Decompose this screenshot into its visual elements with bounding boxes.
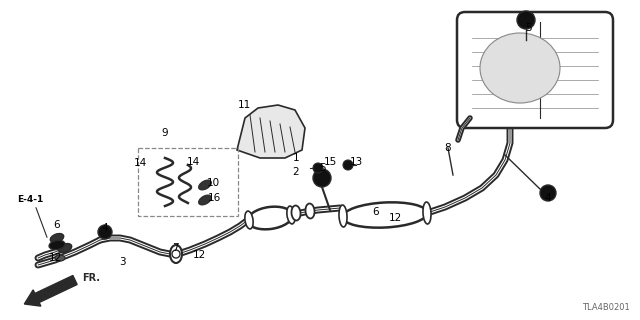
Text: 4: 4 xyxy=(102,223,108,233)
Ellipse shape xyxy=(51,234,64,243)
Circle shape xyxy=(517,11,535,29)
Ellipse shape xyxy=(305,204,314,219)
Ellipse shape xyxy=(423,202,431,224)
Ellipse shape xyxy=(198,195,211,205)
Circle shape xyxy=(313,169,331,187)
Polygon shape xyxy=(237,105,305,158)
Circle shape xyxy=(343,160,353,170)
Circle shape xyxy=(313,163,323,173)
Text: 9: 9 xyxy=(162,128,168,138)
Text: E-4-1: E-4-1 xyxy=(17,196,43,204)
FancyArrow shape xyxy=(24,276,77,306)
Text: 12: 12 xyxy=(388,213,402,223)
Text: 10: 10 xyxy=(207,178,220,188)
Ellipse shape xyxy=(480,33,560,103)
Text: 6: 6 xyxy=(372,207,380,217)
Text: FR.: FR. xyxy=(82,273,100,283)
FancyBboxPatch shape xyxy=(457,12,613,128)
Text: 6: 6 xyxy=(54,220,60,230)
Ellipse shape xyxy=(198,180,211,190)
Text: 12: 12 xyxy=(193,250,205,260)
Text: 16: 16 xyxy=(207,193,221,203)
Text: 13: 13 xyxy=(349,157,363,167)
Text: 14: 14 xyxy=(133,158,147,168)
Text: 7: 7 xyxy=(172,243,179,253)
Ellipse shape xyxy=(342,202,428,228)
Ellipse shape xyxy=(58,244,72,252)
Text: 3: 3 xyxy=(118,257,125,267)
Circle shape xyxy=(540,185,556,201)
Circle shape xyxy=(98,225,112,239)
Text: 1: 1 xyxy=(292,153,300,163)
Text: 12: 12 xyxy=(49,253,61,263)
Text: 14: 14 xyxy=(186,157,200,167)
Text: 4: 4 xyxy=(545,193,551,203)
Ellipse shape xyxy=(49,240,65,250)
Text: 2: 2 xyxy=(292,167,300,177)
Text: 8: 8 xyxy=(445,143,451,153)
Text: 11: 11 xyxy=(237,100,251,110)
Ellipse shape xyxy=(55,255,65,261)
Ellipse shape xyxy=(339,205,347,227)
Ellipse shape xyxy=(248,207,292,229)
Text: 5: 5 xyxy=(320,163,326,173)
Text: 5: 5 xyxy=(525,23,531,33)
Ellipse shape xyxy=(245,211,253,229)
Ellipse shape xyxy=(287,206,295,224)
Text: TLA4B0201: TLA4B0201 xyxy=(582,303,630,312)
Text: 15: 15 xyxy=(323,157,337,167)
Ellipse shape xyxy=(291,205,301,220)
Ellipse shape xyxy=(170,245,182,263)
